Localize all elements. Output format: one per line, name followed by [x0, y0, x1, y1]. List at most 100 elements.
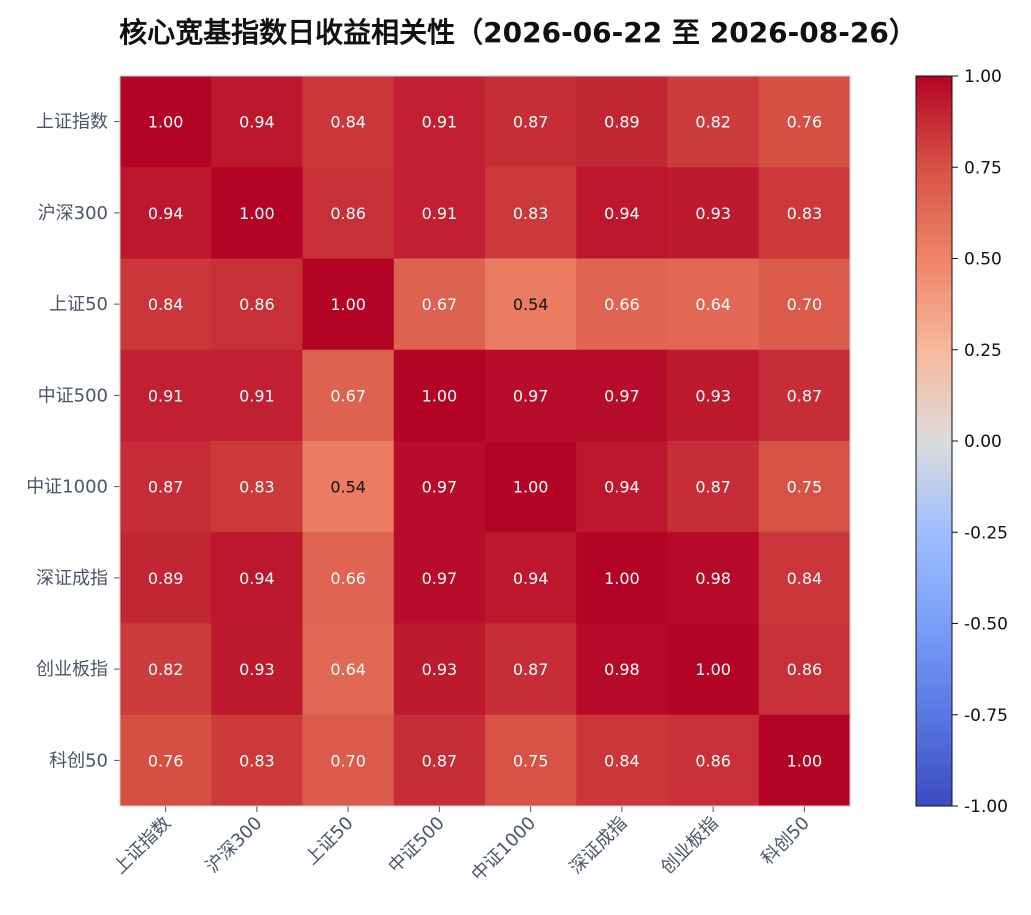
- cell-value-label: 0.94: [513, 569, 549, 588]
- heatmap-cell: [120, 167, 212, 259]
- x-tick-label: 创业板指: [657, 813, 723, 879]
- cell-value-label: 0.83: [239, 751, 275, 770]
- colorbar-tick-label: 0.50: [964, 250, 1002, 270]
- heatmap-cell: [211, 167, 303, 259]
- cell-value-label: 1.00: [422, 386, 458, 405]
- cell-value-label: 0.82: [148, 660, 184, 679]
- x-tick-label: 中证1000: [467, 813, 540, 886]
- heatmap-cell: [667, 167, 760, 259]
- cell-value-label: 0.91: [239, 386, 275, 405]
- cell-value-label: 0.91: [422, 113, 458, 132]
- x-tick-label: 上证50: [301, 813, 358, 870]
- heatmap-cell: [211, 258, 303, 351]
- cell-value-label: 0.94: [604, 204, 640, 223]
- cell-value-label: 0.75: [513, 751, 549, 770]
- colorbar-ticks: 1.00 0.75 0.50 0.25 0.00 -0.25 -0.50 -0.75 -1.00: [952, 67, 1008, 817]
- heatmap-cell: [667, 714, 760, 807]
- cell-value-label: 0.64: [330, 660, 366, 679]
- cell-value-label: 0.86: [787, 660, 823, 679]
- cell-value-label: 0.93: [695, 386, 731, 405]
- x-tick-label: 中证500: [384, 813, 449, 878]
- cell-value-label: 0.84: [604, 751, 640, 770]
- cell-value-label: 1.00: [330, 295, 366, 314]
- heatmap-cell: [667, 76, 760, 168]
- heatmap-cell: [576, 167, 668, 259]
- heatmap-cell: [211, 76, 303, 168]
- y-tick-label: 沪深300: [38, 203, 108, 224]
- cell-value-label: 0.70: [787, 295, 823, 314]
- heatmap-cell: [758, 167, 851, 259]
- heatmap-cell: [302, 623, 395, 716]
- heatmap-cell: [485, 167, 577, 259]
- chart-title: 核心宽基指数日收益相关性（2026-06-22 至 2026-08-26）: [119, 16, 917, 49]
- x-tick-label: 深证成指: [566, 813, 632, 879]
- heatmap-cell: [485, 714, 577, 807]
- cell-value-label: 0.97: [513, 386, 549, 405]
- heatmap-cell: [758, 76, 851, 168]
- heatmap-cell: [120, 532, 212, 624]
- heatmap-cell: [120, 441, 212, 533]
- plot-frame: [119, 75, 851, 807]
- heatmap-cell: [211, 623, 303, 716]
- heatmap-cell: [393, 441, 486, 533]
- heatmap-cell: [758, 349, 851, 442]
- cell-value-label: 0.87: [513, 113, 549, 132]
- cell-value-label: 0.66: [330, 569, 366, 588]
- heatmap-cell: [211, 532, 303, 624]
- heatmap-cell: [302, 258, 395, 351]
- cell-value-label: 0.87: [695, 478, 731, 497]
- cell-value-label: 0.87: [513, 660, 549, 679]
- heatmap-cell: [758, 532, 851, 624]
- cell-value-label: 0.94: [239, 113, 275, 132]
- cell-value-label: 0.67: [330, 386, 366, 405]
- colorbar-tick-label: 0.75: [964, 158, 1002, 178]
- heatmap-cell: [302, 76, 395, 168]
- cell-value-label: 0.75: [787, 478, 823, 497]
- heatmap-cell: [393, 349, 486, 442]
- heatmap-cell: [393, 167, 486, 259]
- heatmap-cell: [576, 714, 668, 807]
- heatmap-cell: [393, 714, 486, 807]
- x-tick-label: 沪深300: [202, 813, 267, 878]
- heatmap-cell: [576, 349, 668, 442]
- cell-value-label: 0.54: [513, 295, 549, 314]
- heatmap-cell: [485, 623, 577, 716]
- cell-value-label: 0.76: [787, 113, 823, 132]
- colorbar-tick-label: -0.50: [964, 615, 1008, 635]
- heatmap-cell: [576, 532, 668, 624]
- heatmap-cell: [393, 623, 486, 716]
- cell-value-label: 0.82: [695, 113, 731, 132]
- colorbar-tick-label: 1.00: [964, 67, 1002, 87]
- cell-value-label: 0.97: [604, 386, 640, 405]
- heatmap-cell: [120, 623, 212, 716]
- cell-value-label: 0.87: [787, 386, 823, 405]
- cell-value-label: 0.97: [422, 569, 458, 588]
- cell-value-label: 0.87: [422, 751, 458, 770]
- heatmap-cell: [393, 258, 486, 351]
- heatmap-cell: [485, 532, 577, 624]
- cell-value-label: 0.86: [695, 751, 731, 770]
- cell-value-label: 0.54: [330, 478, 366, 497]
- heatmap-cell: [667, 532, 760, 624]
- cell-value-label: 0.91: [148, 386, 184, 405]
- cell-value-label: 0.84: [787, 569, 823, 588]
- cell-value-label: 0.84: [330, 113, 366, 132]
- cell-value-label: 1.00: [513, 478, 549, 497]
- cell-value-label: 1.00: [604, 569, 640, 588]
- cell-value-label: 1.00: [148, 113, 184, 132]
- cell-value-label: 0.89: [148, 569, 184, 588]
- heatmap-cell: [485, 349, 577, 442]
- heatmap-cell: [393, 532, 486, 624]
- heatmap-cell: [302, 532, 395, 624]
- colorbar: [915, 75, 953, 807]
- cell-value-label: 0.94: [604, 478, 640, 497]
- heatmap-cell: [667, 349, 760, 442]
- cell-value-label: 0.91: [422, 204, 458, 223]
- heatmap-cell: [120, 258, 212, 351]
- y-tick-label: 中证1000: [26, 477, 108, 498]
- cell-value-label: 0.93: [422, 660, 458, 679]
- heatmap-cell: [120, 714, 212, 807]
- heatmap-cell: [667, 623, 760, 716]
